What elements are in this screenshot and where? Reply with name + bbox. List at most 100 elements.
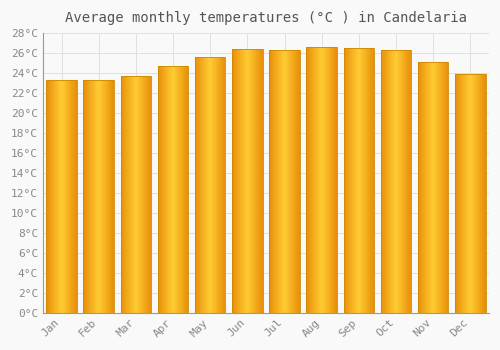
Bar (66, 80, 67, 313)
Bar (393, 50, 394, 313)
Bar (221, 57, 222, 313)
Bar (86, 80, 88, 313)
Bar (474, 74, 475, 313)
Bar (482, 74, 484, 313)
Bar (471, 74, 472, 313)
Bar (431, 62, 432, 313)
Bar (330, 47, 331, 313)
Bar (395, 50, 396, 313)
Bar (384, 50, 386, 313)
Bar (408, 50, 409, 313)
Bar (279, 50, 280, 313)
Bar (476, 74, 477, 313)
Bar (72, 80, 73, 313)
Bar (465, 74, 466, 313)
Bar (367, 48, 368, 313)
Bar (199, 57, 200, 313)
Bar (168, 66, 169, 313)
Bar (218, 57, 220, 313)
Bar (273, 50, 274, 313)
Bar (238, 49, 239, 313)
Bar (94, 80, 95, 313)
Bar (130, 76, 132, 313)
Bar (364, 48, 365, 313)
Bar (100, 80, 101, 313)
Bar (428, 62, 430, 313)
Bar (150, 76, 151, 313)
Bar (280, 50, 281, 313)
Bar (289, 50, 290, 313)
Bar (58, 80, 59, 313)
Bar (248, 49, 249, 313)
Bar (277, 50, 278, 313)
Bar (294, 50, 295, 313)
Bar (120, 76, 122, 313)
Bar (202, 57, 203, 313)
Bar (331, 47, 332, 313)
Bar (50, 80, 51, 313)
Bar (371, 48, 372, 313)
Bar (172, 66, 173, 313)
Bar (360, 48, 361, 313)
Bar (56, 80, 57, 313)
Bar (409, 50, 410, 313)
Bar (197, 57, 198, 313)
Bar (420, 62, 421, 313)
Bar (437, 62, 438, 313)
Bar (351, 48, 352, 313)
Bar (208, 57, 210, 313)
Bar (462, 74, 464, 313)
Bar (113, 80, 114, 313)
Bar (126, 76, 128, 313)
Bar (365, 48, 366, 313)
Bar (311, 47, 312, 313)
Bar (129, 76, 130, 313)
Bar (204, 57, 205, 313)
Bar (57, 80, 58, 313)
Bar (148, 76, 149, 313)
Bar (396, 50, 397, 313)
Bar (176, 66, 177, 313)
Bar (76, 80, 77, 313)
Bar (381, 50, 382, 313)
Bar (258, 49, 259, 313)
Bar (425, 62, 426, 313)
Bar (233, 49, 234, 313)
Bar (64, 80, 66, 313)
Bar (69, 80, 70, 313)
Bar (447, 62, 448, 313)
Bar (102, 80, 104, 313)
Bar (350, 48, 351, 313)
Bar (108, 80, 110, 313)
Bar (252, 49, 254, 313)
Bar (459, 74, 460, 313)
Bar (334, 47, 336, 313)
Bar (140, 76, 141, 313)
Bar (402, 50, 403, 313)
Bar (68, 80, 69, 313)
Bar (292, 50, 293, 313)
Bar (372, 48, 374, 313)
Bar (198, 57, 199, 313)
Bar (128, 76, 129, 313)
Bar (422, 62, 423, 313)
Bar (245, 49, 246, 313)
Bar (464, 74, 465, 313)
Bar (216, 57, 217, 313)
Bar (403, 50, 404, 313)
Bar (472, 74, 474, 313)
Bar (276, 50, 277, 313)
Bar (359, 48, 360, 313)
Bar (315, 47, 316, 313)
Bar (223, 57, 224, 313)
Bar (290, 50, 292, 313)
Bar (196, 57, 197, 313)
Bar (441, 62, 442, 313)
Bar (355, 48, 356, 313)
Bar (255, 49, 256, 313)
Bar (460, 74, 461, 313)
Bar (174, 66, 176, 313)
Bar (60, 80, 61, 313)
Bar (132, 76, 133, 313)
Bar (51, 80, 52, 313)
